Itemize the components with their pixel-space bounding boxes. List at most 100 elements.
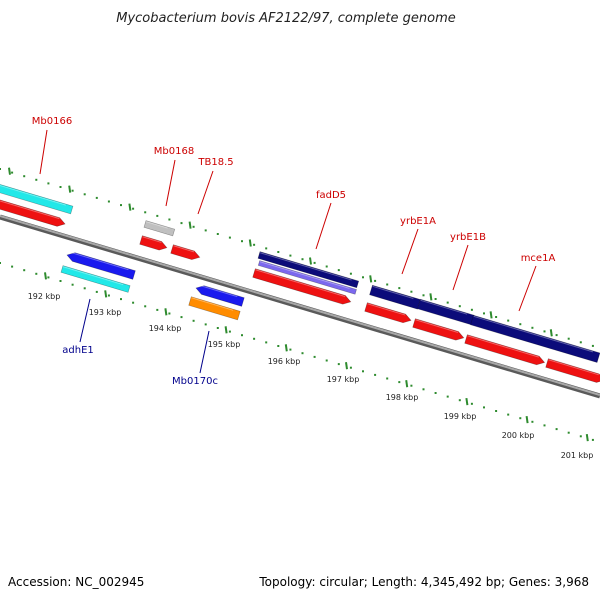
outer-tick-dot (313, 261, 316, 264)
cds-arrow-fadd5[interactable] (252, 268, 352, 306)
inner-tick-dot (132, 301, 135, 304)
outer-tick-dot (277, 251, 280, 253)
gene-label-mb0168[interactable]: Mb0168 (154, 146, 194, 157)
gene-label-mb0166[interactable]: Mb0166 (32, 116, 72, 127)
navy-feature-yrbe1a[interactable] (369, 284, 421, 310)
scale-label-195: 195 kbp (208, 340, 241, 349)
gene-label-mb0170c[interactable]: Mb0170c (172, 376, 218, 387)
genome-backbone (0, 214, 600, 399)
lavender-feature-fadd5[interactable] (257, 260, 357, 295)
inner-tick-dot (398, 381, 401, 384)
inner-tick-major-tick (44, 272, 47, 280)
scale-label-197: 197 kbp (327, 375, 360, 384)
inner-tick-dot (265, 341, 268, 344)
cds-arrow-mce1a[interactable] (464, 334, 546, 367)
outer-tick-dot (180, 222, 183, 225)
gray-feature-mb0168[interactable] (143, 220, 176, 237)
inner-tick-dot (422, 388, 425, 391)
inner-tick-dot (446, 395, 449, 398)
outer-tick-dot (579, 341, 582, 344)
inner-tick-major-tick (465, 397, 469, 406)
cds-arrow-next[interactable] (545, 358, 600, 385)
leader-adhe1 (79, 298, 91, 343)
outer-tick-dot (555, 334, 558, 337)
scale-label-194: 194 kbp (149, 324, 182, 333)
outer-tick-dot (144, 211, 147, 214)
outer-tick-dot (470, 308, 473, 311)
outer-tick-dot (11, 171, 14, 174)
inner-tick-dot (531, 420, 534, 423)
outer-tick-major-tick (489, 311, 493, 319)
scale-label-196: 196 kbp (268, 357, 301, 366)
outer-tick-major-tick (128, 203, 132, 211)
cds-arrow-mb0168[interactable] (139, 235, 168, 252)
inner-tick-dot (156, 308, 159, 311)
inner-tick-major-tick (104, 290, 108, 298)
inner-tick-dot (349, 366, 352, 369)
feature-track (0, 183, 600, 385)
gene-label-mce1a[interactable]: mce1A (521, 253, 556, 264)
inner-tick-dot (555, 428, 558, 431)
summary-text: Topology: circular; Length: 4,345,492 bp… (258, 575, 589, 589)
outer-tick-dot (0, 168, 1, 170)
navy-feature-yrbe1b[interactable] (417, 298, 475, 326)
inner-tick-dot (579, 435, 582, 438)
cds-arrow-mb0166[interactable] (0, 199, 66, 229)
inner-tick-dot (325, 359, 328, 362)
cds-arrow-yrbe1a[interactable] (364, 302, 413, 325)
scale-label-193: 193 kbp (89, 308, 122, 317)
blue-feature-mb0170c[interactable] (195, 284, 245, 307)
cds-arrow-yrbe1b[interactable] (412, 318, 465, 342)
scale-label-198: 198 kbp (386, 393, 419, 402)
gene-label-fadd5[interactable]: fadD5 (316, 190, 346, 201)
leader-mb0168 (165, 159, 176, 207)
navy-feature-fadd5[interactable] (257, 251, 360, 289)
leader-yrbe1a (401, 228, 419, 275)
inner-tick-dot (83, 287, 86, 290)
outer-tick-dot (23, 175, 26, 178)
outer-tick-dot (567, 337, 570, 340)
inner-tick-dot (434, 392, 437, 394)
outer-tick-dot (458, 305, 461, 308)
scale-label-201: 201 kbp (561, 451, 594, 460)
scale-label-200: 200 kbp (502, 431, 535, 440)
gene-label-yrbe1a[interactable]: yrbE1A (400, 216, 436, 227)
outer-tick-dot (483, 312, 485, 315)
gene-label-adhe1[interactable]: adhE1 (62, 345, 94, 356)
inner-tick-dot (192, 319, 195, 322)
outer-tick-major-tick (429, 293, 433, 301)
outer-tick-dot (434, 298, 437, 300)
gene-label-yrbe1b[interactable]: yrbE1B (450, 232, 486, 243)
outer-tick-dot (362, 276, 364, 279)
blue-feature-adhe1[interactable] (66, 251, 136, 280)
outer-tick-dot (83, 193, 86, 196)
orange-feature-mb0170c[interactable] (188, 296, 241, 321)
outer-tick-dot (253, 243, 256, 246)
gene-label-tb18-5[interactable]: TB18.5 (197, 157, 233, 168)
inner-tick-dot (337, 363, 340, 366)
inner-tick-dot (23, 269, 26, 272)
cyan-feature-mb0166[interactable] (0, 183, 74, 215)
inner-tick-dot (71, 283, 74, 286)
leader-mb0170c (199, 330, 210, 374)
outer-tick-dot (59, 186, 62, 188)
outer-tick-major-tick (549, 329, 553, 337)
cds-arrow-tb18-5[interactable] (170, 244, 201, 262)
outer-tick-dot (543, 330, 546, 333)
outer-tick-dot (386, 283, 389, 286)
inner-tick-dot (11, 265, 14, 268)
inner-tick-dot (204, 323, 207, 326)
outer-tick-dot (349, 272, 352, 275)
outer-tick-dot (446, 301, 449, 304)
inner-tick-dot (374, 373, 377, 376)
navy-feature-mce1a[interactable] (470, 314, 600, 363)
leader-mb0166 (39, 129, 48, 175)
outer-tick-dot (325, 265, 328, 268)
inner-tick-dot (59, 280, 62, 282)
cyan-feature-adhe1[interactable] (60, 265, 131, 293)
outer-tick-dot (519, 323, 522, 326)
inner-tick-dot (362, 370, 364, 373)
scale-label-192: 192 kbp (28, 292, 61, 301)
inner-tick-dot (386, 377, 389, 380)
scale-label-199: 199 kbp (444, 412, 477, 421)
